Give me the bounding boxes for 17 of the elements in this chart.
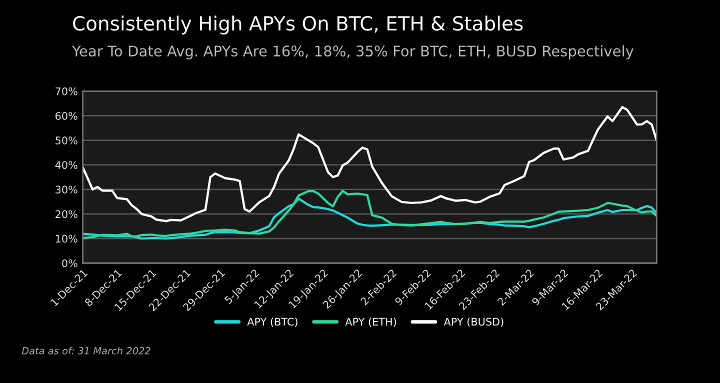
legend-label: APY (BTC) xyxy=(247,318,298,327)
y-tick-label: 50% xyxy=(56,136,78,144)
legend-label: APY (ETH) xyxy=(345,318,396,327)
legend-label: APY (BUSD) xyxy=(444,318,504,327)
y-tick-label: 70% xyxy=(56,87,78,96)
chart-title: Consistently High APYs On BTC, ETH & Stables xyxy=(73,16,523,34)
line-series xyxy=(82,197,657,240)
y-tick-label: 40% xyxy=(55,161,78,169)
y-tick-label: 60% xyxy=(56,112,78,120)
line-series xyxy=(82,190,657,240)
line-series xyxy=(82,106,657,222)
y-tick-label: 30% xyxy=(56,186,78,194)
y-tick-label: 20% xyxy=(56,210,78,218)
y-tick-label: 0% xyxy=(62,259,78,268)
y-tick-label: 10% xyxy=(56,234,78,243)
chart-subtitle: Year To Date Avg. APYs Are 16%, 18%, 35% For BTC, ETH, BUSD Respectively xyxy=(72,45,634,60)
text: Data as of: 31 March 2022 xyxy=(22,346,150,354)
